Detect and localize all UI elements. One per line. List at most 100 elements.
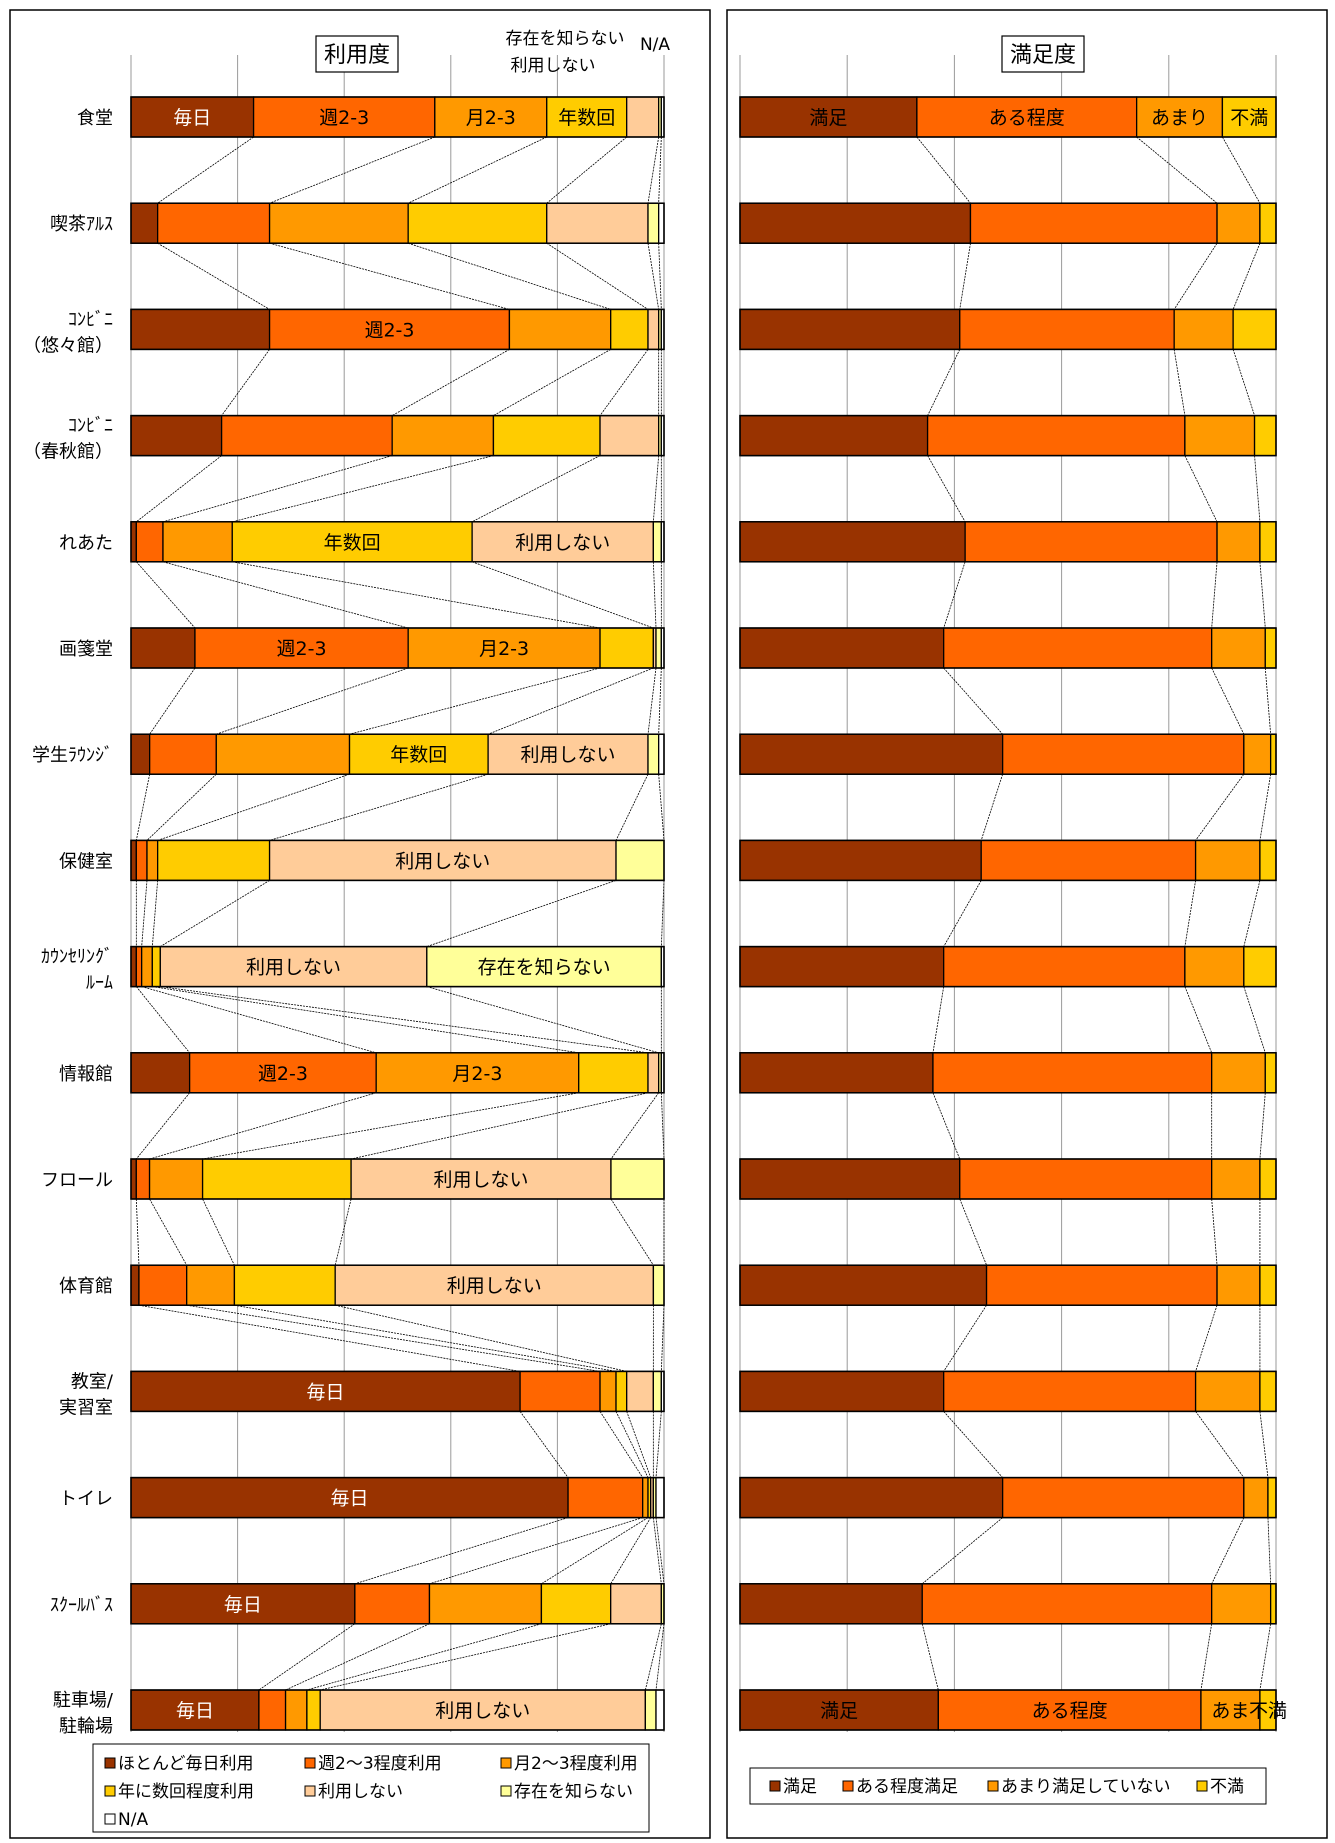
- satisfaction-bar-segment: [1267, 1476, 1277, 1519]
- usage-bar-segment: [149, 733, 217, 775]
- usage-connector-line: [285, 1623, 430, 1691]
- satisfaction-bar-segment: [926, 414, 1186, 457]
- usage-bar-segment: [130, 945, 137, 988]
- usage-legend-item-swatch: [104, 1757, 116, 1769]
- usage-bar-segment: [471, 521, 654, 563]
- satisfaction-connector-line: [943, 667, 1003, 735]
- category-label: 教室/: [71, 1371, 114, 1392]
- satisfaction-bar-segment: [1243, 945, 1277, 988]
- usage-bar-outline: [130, 1476, 665, 1519]
- satisfaction-bar-segment: [1211, 627, 1266, 669]
- usage-legend-item-swatch: [500, 1785, 512, 1797]
- satisfaction-legend-item-swatch: [842, 1780, 854, 1792]
- usage-bar-segment: [319, 1689, 646, 1731]
- category-label: ｺﾝﾋﾞﾆ: [68, 309, 113, 330]
- usage-bar-segment: [135, 945, 143, 988]
- usage-bar-segment: [652, 1264, 665, 1306]
- satisfaction-bar-segment: [739, 1583, 923, 1625]
- usage-connector-line: [652, 1517, 662, 1584]
- usage-bar-segment: [258, 1689, 287, 1731]
- satisfaction-bar-segment: [739, 414, 929, 457]
- satisfaction-segment-label: あま: [1211, 1700, 1249, 1722]
- usage-bar-segment: [138, 1264, 188, 1306]
- satisfaction-connector-line: [943, 561, 966, 629]
- usage-connector-line: [136, 561, 196, 629]
- usage-bar-segment: [130, 308, 271, 351]
- satisfaction-bar-segment: [964, 521, 1218, 563]
- satisfaction-connector-line: [1243, 880, 1261, 947]
- usage-bar-outline: [130, 1264, 665, 1306]
- satisfaction-connector-line: [943, 1304, 987, 1372]
- usage-bar-segment: [546, 202, 649, 244]
- usage-connector-line: [426, 880, 617, 947]
- satisfaction-connector-line: [959, 243, 971, 310]
- category-label: れあた: [59, 533, 113, 554]
- satisfaction-bar-outline: [739, 1264, 1277, 1306]
- satisfaction-bar-segment: [739, 839, 982, 882]
- category-label: 実習室: [59, 1397, 113, 1418]
- usage-connector-line: [658, 243, 662, 310]
- usage-bar-segment: [492, 414, 601, 457]
- usage-segment-label: 利用しない: [434, 1169, 529, 1191]
- usage-bar-segment: [546, 96, 628, 138]
- satisfaction-connector-line: [1259, 1623, 1272, 1691]
- usage-legend-item-swatch: [304, 1785, 316, 1797]
- usage-bar-segment: [567, 1476, 644, 1519]
- usage-connector-line: [269, 136, 435, 204]
- satisfaction-connector-line: [916, 136, 971, 204]
- usage-connector-line: [652, 561, 657, 629]
- satisfaction-connector-line: [1259, 774, 1272, 841]
- satisfaction-segment-label: ある程度: [1032, 1700, 1108, 1722]
- satisfaction-connector-line: [1200, 1623, 1213, 1691]
- satisfaction-bar-segment: [943, 945, 1186, 988]
- satisfaction-bar-segment: [1216, 1264, 1261, 1306]
- satisfaction-bar-segment: [1232, 308, 1277, 351]
- usage-connector-line: [135, 774, 151, 841]
- satisfaction-legend-item: ある程度満足: [856, 1777, 958, 1797]
- category-label: 画箋堂: [59, 639, 113, 660]
- usage-bar-segment: [519, 1370, 601, 1413]
- usage-bar-segment: [407, 627, 601, 669]
- satisfaction-legend-item-swatch: [769, 1780, 781, 1792]
- usage-bar-segment: [306, 1689, 321, 1731]
- satisfaction-legend-item-swatch: [1196, 1780, 1208, 1792]
- usage-connector-line: [610, 1092, 659, 1160]
- category-label: フロール: [41, 1170, 113, 1191]
- usage-segment-label: 月2-3: [479, 638, 529, 660]
- satisfaction-bar-outline: [739, 1052, 1277, 1094]
- satisfaction-bar-segment: [1001, 733, 1245, 775]
- usage-connector-line: [615, 774, 649, 841]
- usage-bar-segment: [130, 1158, 137, 1200]
- category-label: （春秋館）: [23, 442, 113, 463]
- usage-connector-line: [660, 880, 665, 947]
- category-label: ｽｸｰﾙﾊﾞｽ: [50, 1595, 113, 1616]
- usage-connector-line: [135, 1198, 140, 1266]
- usage-connector-line: [626, 1411, 652, 1478]
- satisfaction-bar-segment: [739, 521, 966, 563]
- usage-bar-segment: [135, 521, 164, 563]
- usage-bar-outline: [130, 202, 665, 244]
- usage-bar-segment: [508, 308, 612, 351]
- category-label: 食堂: [77, 108, 113, 129]
- satisfaction-bar-segment: [1259, 839, 1277, 882]
- satisfaction-connector-line: [1173, 349, 1186, 416]
- usage-bar-segment: [156, 202, 271, 244]
- usage-bar-outline: [130, 627, 665, 669]
- category-label: ﾙｰﾑ: [86, 973, 113, 994]
- usage-connector-line: [647, 243, 660, 310]
- satisfaction-bar-segment: [943, 1370, 1197, 1413]
- satisfaction-legend-box: [749, 1767, 1267, 1805]
- satisfaction-segment-label: 満足: [820, 1700, 858, 1722]
- usage-connector-line: [258, 1623, 356, 1691]
- satisfaction-bar-segment: [932, 1052, 1213, 1094]
- usage-bar-segment: [350, 1158, 612, 1200]
- usage-legend-item: 利用しない: [318, 1782, 403, 1802]
- satisfaction-bar-segment: [921, 1583, 1213, 1625]
- usage-connector-line: [151, 880, 159, 947]
- usage-connector-line: [306, 1623, 542, 1691]
- satisfaction-segment-label: 満足: [809, 107, 847, 129]
- usage-connector-line: [149, 1198, 188, 1266]
- usage-bar-outline: [130, 96, 665, 138]
- satisfaction-bar-segment: [1259, 1370, 1277, 1413]
- satisfaction-bar-segment: [739, 627, 945, 669]
